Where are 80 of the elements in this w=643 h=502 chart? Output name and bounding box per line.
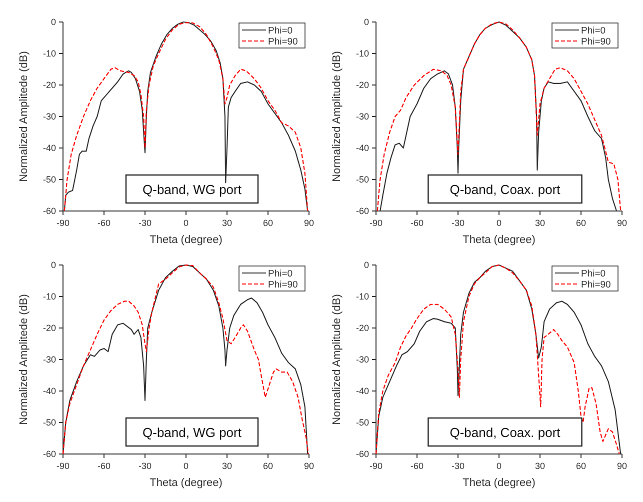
y-tick-label: -10 xyxy=(42,291,56,302)
y-tick-label: -30 xyxy=(42,111,56,122)
y-tick-label: -30 xyxy=(42,354,56,364)
x-tick-label: 0 xyxy=(183,461,189,471)
x-tick-label: -60 xyxy=(97,461,111,471)
label-box: Q-band, WG port xyxy=(125,417,259,447)
y-axis-title: Normalized Amplitede (dB) xyxy=(18,51,30,182)
y-tick-label: -40 xyxy=(356,386,369,396)
y-tick-label: -40 xyxy=(356,142,369,153)
x-tick-label: 30 xyxy=(222,218,232,228)
y-tick-label: -40 xyxy=(42,386,56,396)
y-tick-label: -60 xyxy=(356,448,369,459)
y-tick-label: -20 xyxy=(42,322,56,333)
x-tick-label: -90 xyxy=(369,461,383,471)
x-tick-label: 60 xyxy=(576,218,586,228)
y-tick-label: -30 xyxy=(356,111,369,122)
label-box: Q-band, Coax. port xyxy=(428,417,582,447)
x-tick-label: 60 xyxy=(262,218,274,228)
y-tick-label: -20 xyxy=(356,80,369,90)
y-tick-label: -60 xyxy=(356,206,369,216)
y-tick-label: 0 xyxy=(364,260,369,270)
y-tick-label: -50 xyxy=(42,417,56,428)
annotation: Q-band, WG port xyxy=(142,425,242,440)
y-axis-title: Normalized Amplitede (dB) xyxy=(18,294,30,425)
y-tick-label: -10 xyxy=(356,48,369,58)
legend-label: Phi=0 xyxy=(268,268,293,280)
annotation: Q-band, Coax. port xyxy=(450,182,561,197)
y-tick-label: -40 xyxy=(42,142,56,153)
x-tick-label: -30 xyxy=(138,461,152,471)
x-tick-label: -30 xyxy=(451,461,465,471)
y-tick-label: -20 xyxy=(356,322,369,333)
x-tick-label: -90 xyxy=(56,461,70,471)
x-tick-label: 0 xyxy=(496,461,502,471)
x-tick-label: -90 xyxy=(56,218,70,228)
x-tick-label: -30 xyxy=(451,218,465,228)
legend-label: Phi=90 xyxy=(268,36,298,48)
legend-label: Phi=0 xyxy=(581,25,606,36)
y-tick-label: -50 xyxy=(356,174,369,184)
x-tick-label: 90 xyxy=(304,461,314,471)
x-tick-label: 60 xyxy=(262,461,274,471)
label-box: Q-band, Coax. port xyxy=(428,174,582,204)
x-tick-label: 90 xyxy=(616,218,628,228)
x-tick-label: 90 xyxy=(304,218,314,228)
label-box: Q-band, WG port xyxy=(125,174,259,204)
x-axis-title: Theta (degree) xyxy=(462,234,536,246)
y-tick-label: -20 xyxy=(42,80,56,90)
y-axis-title: Normalized Amplitude (dB) xyxy=(331,294,343,425)
y-tick-label: -50 xyxy=(356,417,369,428)
y-tick-label: -50 xyxy=(42,174,56,184)
legend-label: Phi=90 xyxy=(268,279,298,290)
x-tick-label: 30 xyxy=(222,461,232,471)
x-axis-title: Theta (degree) xyxy=(150,477,222,489)
y-axis-title: Normalized Amplitude (dB) xyxy=(331,51,343,182)
y-tick-label: -60 xyxy=(42,448,56,459)
legend-label: Phi=90 xyxy=(581,279,611,290)
x-tick-label: 90 xyxy=(616,461,628,471)
x-tick-label: 60 xyxy=(576,461,586,471)
legend-label: Phi=90 xyxy=(581,36,611,48)
x-tick-label: 30 xyxy=(534,461,546,471)
y-tick-label: -60 xyxy=(42,206,56,216)
x-axis-title: Theta (degree) xyxy=(462,477,536,489)
annotation: Q-band, Coax. port xyxy=(450,425,561,440)
x-tick-label: -60 xyxy=(410,461,424,471)
x-tick-label: -30 xyxy=(138,218,152,228)
x-tick-label: 0 xyxy=(183,218,189,228)
y-tick-label: -30 xyxy=(356,354,369,364)
y-tick-label: -10 xyxy=(356,291,369,302)
legend-label: Phi=0 xyxy=(268,25,293,36)
x-axis-title: Theta (degree) xyxy=(150,234,222,246)
x-tick-label: -60 xyxy=(97,218,111,228)
y-tick-label: 0 xyxy=(364,16,369,27)
x-tick-label: -90 xyxy=(369,218,383,228)
x-tick-label: 0 xyxy=(496,218,502,228)
y-tick-label: 0 xyxy=(50,260,56,270)
y-tick-label: -10 xyxy=(42,48,56,58)
y-tick-label: 0 xyxy=(50,16,56,27)
legend-label: Phi=0 xyxy=(581,268,606,280)
x-tick-label: -60 xyxy=(410,218,424,228)
annotation: Q-band, WG port xyxy=(142,182,242,197)
x-tick-label: 30 xyxy=(534,218,546,228)
